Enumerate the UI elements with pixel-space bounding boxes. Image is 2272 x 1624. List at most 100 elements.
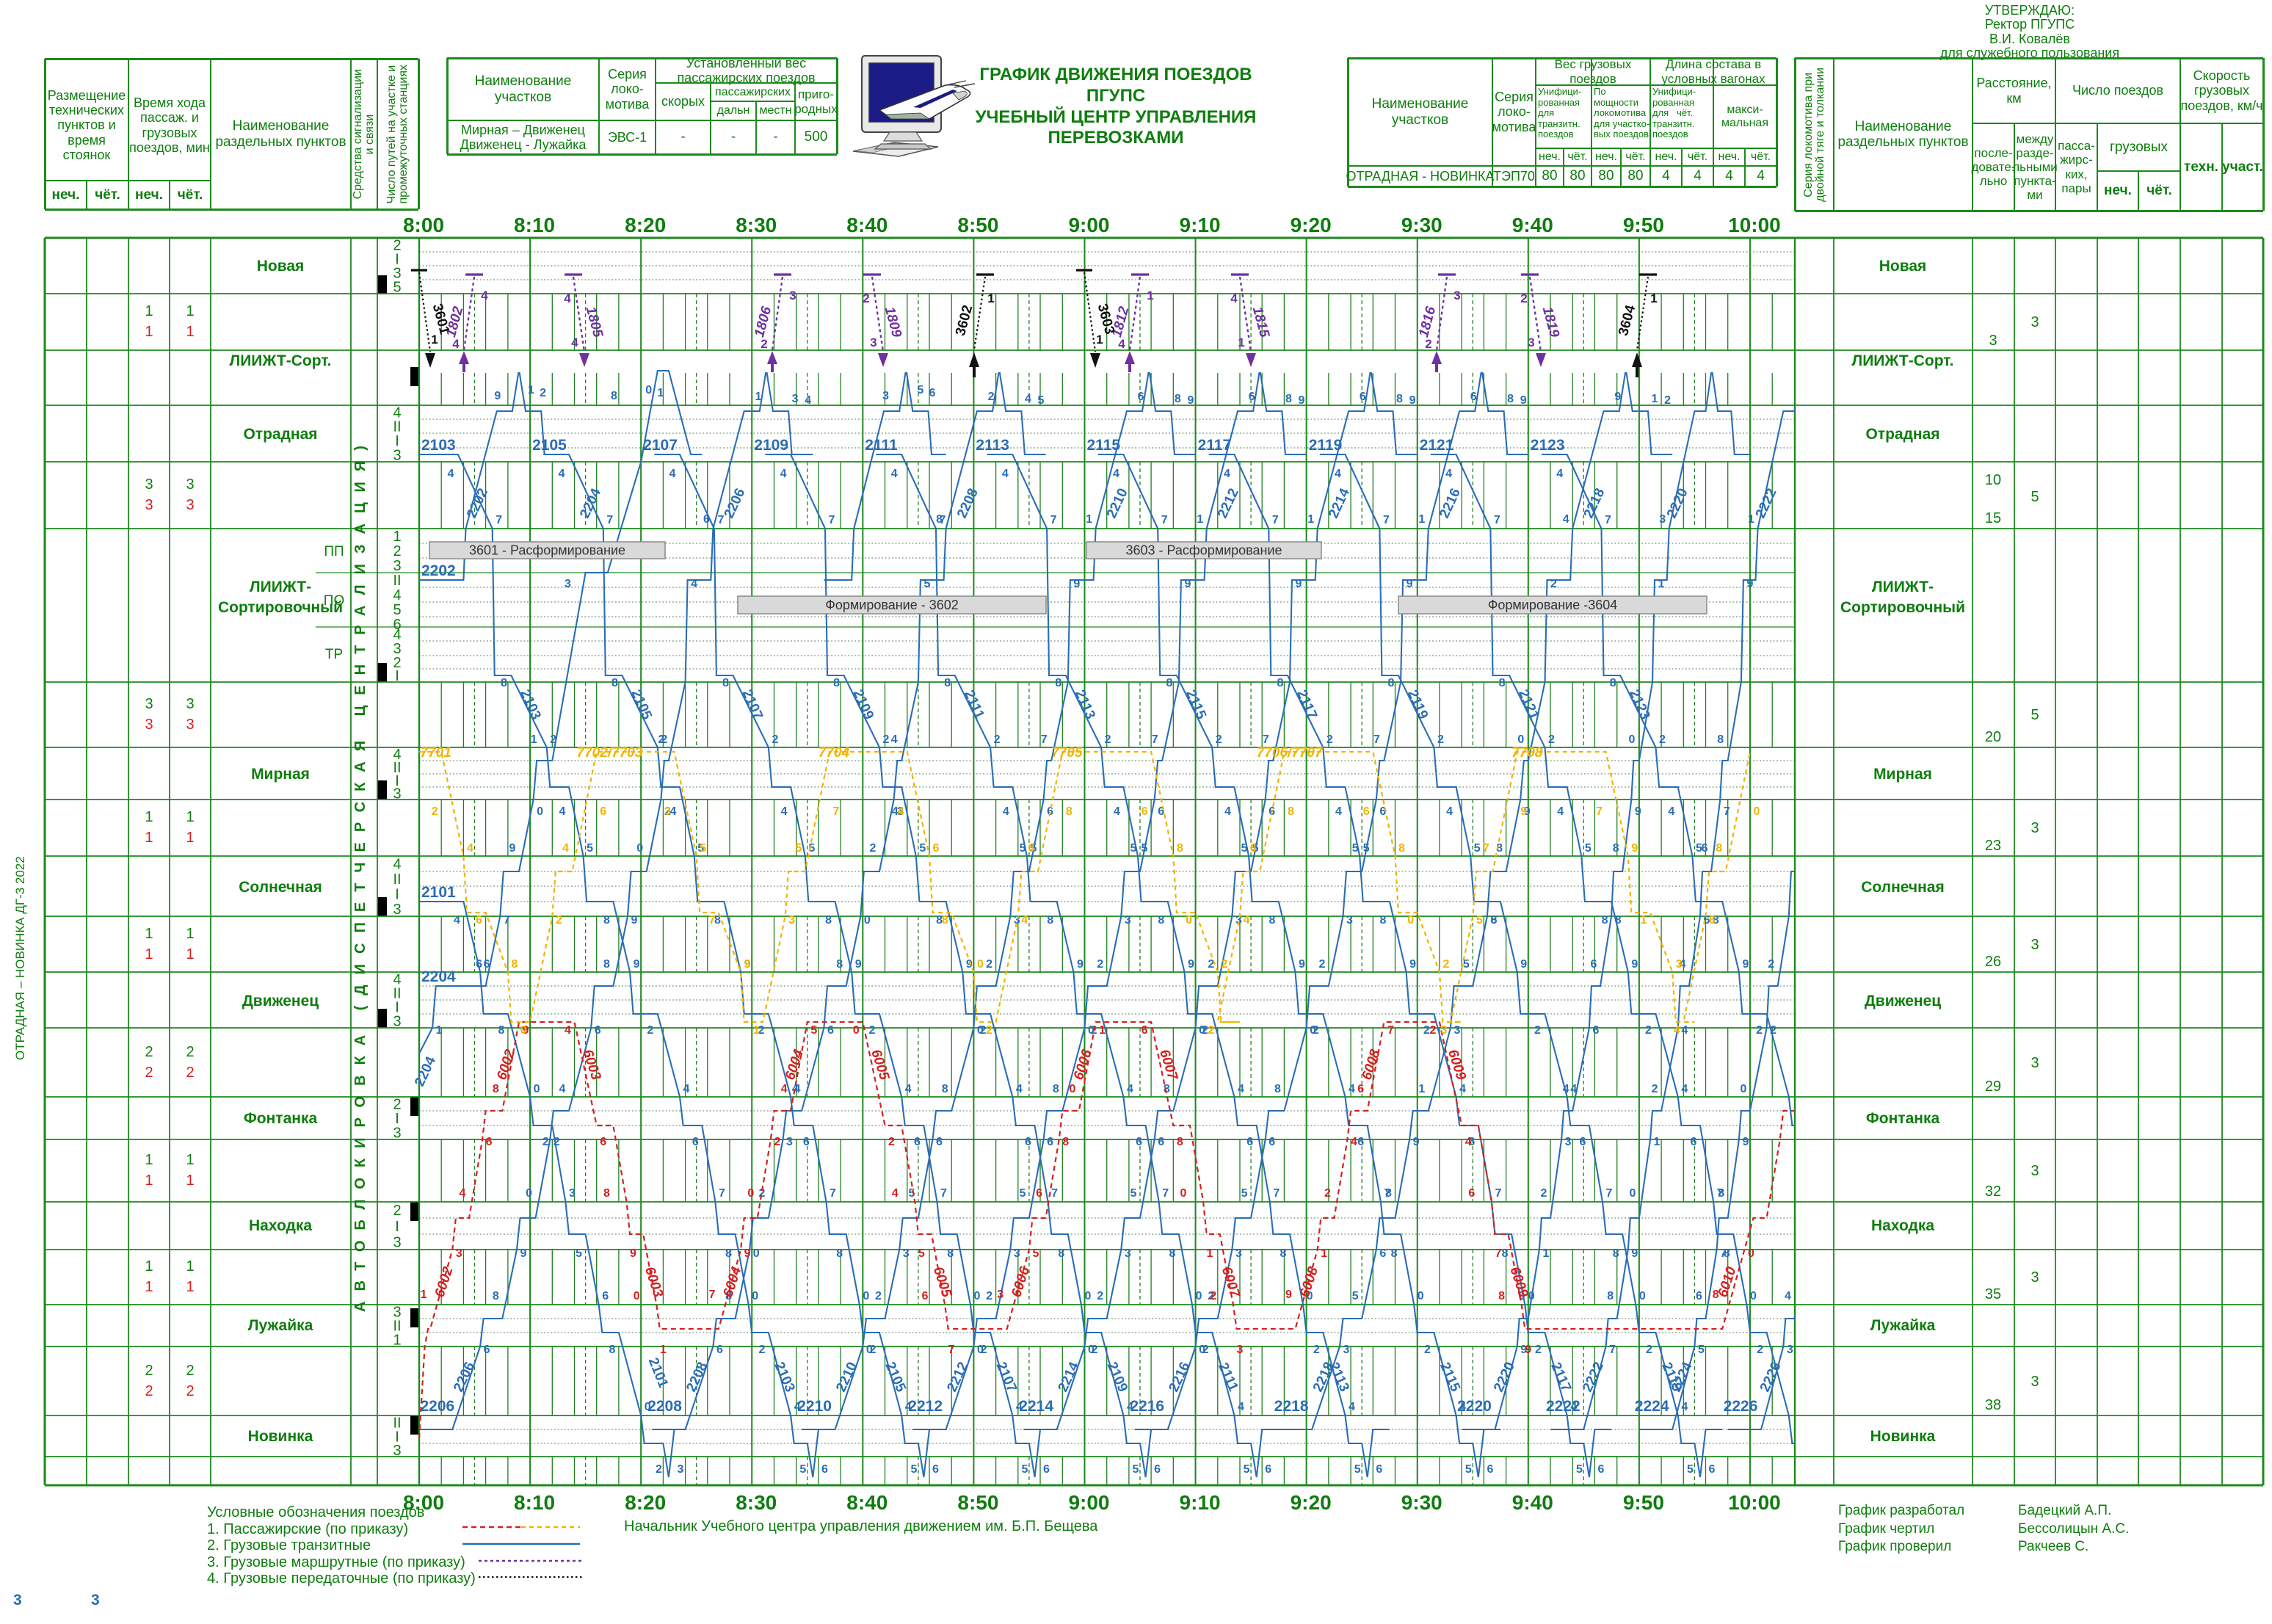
svg-text:2216: 2216 (1130, 1398, 1164, 1415)
svg-text:Новинка: Новинка (248, 1428, 313, 1445)
svg-text:1: 1 (1096, 333, 1103, 347)
svg-text:2: 2 (1208, 958, 1214, 971)
svg-text:7701: 7701 (421, 745, 451, 761)
svg-text:0: 0 (863, 1290, 869, 1302)
svg-text:6: 6 (1379, 1247, 1386, 1260)
svg-text:3603: 3603 (1095, 302, 1117, 336)
svg-text:8: 8 (511, 958, 518, 971)
svg-text:Находка: Находка (249, 1217, 312, 1234)
svg-text:6: 6 (1025, 1136, 1031, 1148)
svg-text:1: 1 (1307, 513, 1314, 526)
svg-text:2: 2 (145, 1363, 153, 1379)
svg-text:4: 4 (1570, 1083, 1577, 1095)
svg-text:9: 9 (1296, 578, 1302, 590)
svg-text:8: 8 (603, 958, 610, 971)
svg-text:6: 6 (1709, 914, 1716, 927)
svg-text:9: 9 (1188, 958, 1194, 971)
svg-text:7: 7 (719, 1187, 725, 1200)
svg-text:9: 9 (523, 1024, 529, 1037)
svg-text:3: 3 (870, 336, 877, 349)
svg-text:8: 8 (1491, 914, 1498, 927)
svg-text:2: 2 (556, 914, 562, 927)
svg-text:0: 0 (636, 842, 643, 855)
svg-text:5: 5 (1585, 842, 1592, 855)
svg-text:8: 8 (942, 1083, 948, 1095)
svg-text:3: 3 (393, 1125, 401, 1142)
svg-text:6: 6 (914, 1136, 921, 1148)
svg-text:3: 3 (393, 641, 401, 657)
svg-text:2: 2 (186, 1044, 194, 1060)
svg-text:6: 6 (1709, 1463, 1716, 1476)
svg-text:2218: 2218 (1274, 1398, 1309, 1415)
svg-text:4: 4 (1570, 1401, 1577, 1413)
svg-text:2: 2 (186, 1383, 194, 1399)
svg-text:3: 3 (1343, 1344, 1350, 1356)
svg-text:2: 2 (980, 1024, 987, 1037)
svg-text:4: 4 (559, 1083, 566, 1095)
svg-text:8: 8 (1062, 1136, 1069, 1148)
svg-text:8: 8 (836, 1247, 843, 1260)
svg-text:5: 5 (810, 1024, 817, 1037)
svg-text:2: 2 (145, 1383, 153, 1399)
svg-text:2: 2 (870, 1344, 877, 1356)
svg-text:II: II (393, 1415, 401, 1432)
svg-text:2: 2 (1216, 733, 1222, 746)
svg-text:2: 2 (883, 733, 890, 746)
svg-text:2: 2 (432, 805, 438, 818)
svg-text:9: 9 (1285, 1288, 1292, 1301)
svg-text:2109: 2109 (1104, 1360, 1130, 1394)
svg-text:8: 8 (833, 677, 840, 689)
svg-text:1: 1 (755, 391, 761, 403)
svg-text:3: 3 (186, 476, 194, 493)
svg-text:8: 8 (1498, 1290, 1505, 1302)
svg-text:9: 9 (1742, 958, 1749, 971)
svg-text:Формирование -3604: Формирование -3604 (1488, 598, 1618, 612)
svg-text:0: 0 (1088, 1024, 1095, 1037)
svg-text:8: 8 (498, 1024, 504, 1037)
svg-text:3: 3 (1454, 1024, 1461, 1037)
svg-text:1: 1 (531, 733, 537, 746)
svg-text:0: 0 (1748, 1247, 1754, 1260)
svg-text:3: 3 (393, 1305, 401, 1321)
svg-text:5: 5 (393, 280, 401, 296)
svg-text:9: 9 (1407, 578, 1413, 590)
svg-text:2: 2 (988, 391, 995, 403)
svg-text:2: 2 (1424, 1344, 1431, 1356)
svg-text:38: 38 (1985, 1397, 2001, 1413)
svg-text:2212: 2212 (1215, 486, 1242, 521)
svg-text:9: 9 (1631, 1247, 1638, 1260)
svg-text:II: II (393, 760, 401, 776)
svg-text:8: 8 (1713, 1288, 1719, 1301)
svg-text:8: 8 (1175, 393, 1181, 405)
svg-text:3: 3 (897, 805, 904, 818)
svg-text:6: 6 (1047, 1136, 1053, 1148)
svg-text:1: 1 (145, 1258, 153, 1275)
svg-text:8: 8 (1280, 1247, 1287, 1260)
svg-text:6: 6 (1158, 1136, 1164, 1148)
svg-text:4: 4 (1465, 1136, 1472, 1148)
svg-text:4: 4 (565, 1024, 571, 1037)
svg-text:2218: 2218 (1581, 486, 1608, 521)
svg-text:7: 7 (1605, 514, 1611, 526)
svg-text:6: 6 (1470, 391, 1477, 403)
svg-text:9: 9 (1073, 578, 1080, 590)
svg-text:1: 1 (145, 830, 153, 846)
svg-text:1: 1 (186, 1258, 194, 1275)
svg-text:2214: 2214 (1019, 1398, 1053, 1415)
svg-text:6006: 6006 (1071, 1048, 1095, 1082)
svg-text:9: 9 (1614, 391, 1621, 403)
svg-text:6: 6 (1592, 1024, 1599, 1037)
svg-text:5: 5 (1133, 1463, 1139, 1476)
svg-text:3: 3 (393, 448, 401, 464)
svg-text:1: 1 (1650, 291, 1657, 305)
svg-text:7: 7 (1495, 1247, 1501, 1260)
svg-text:5: 5 (1130, 1187, 1137, 1200)
svg-text:1: 1 (753, 1024, 760, 1037)
svg-text:8: 8 (1047, 914, 1053, 927)
svg-text:2204: 2204 (421, 968, 456, 985)
svg-text:9: 9 (1409, 958, 1416, 971)
svg-text:5: 5 (1687, 1463, 1694, 1476)
svg-text:5: 5 (2030, 489, 2039, 505)
svg-text:0: 0 (1639, 1290, 1646, 1302)
svg-text:0: 0 (977, 1344, 984, 1356)
